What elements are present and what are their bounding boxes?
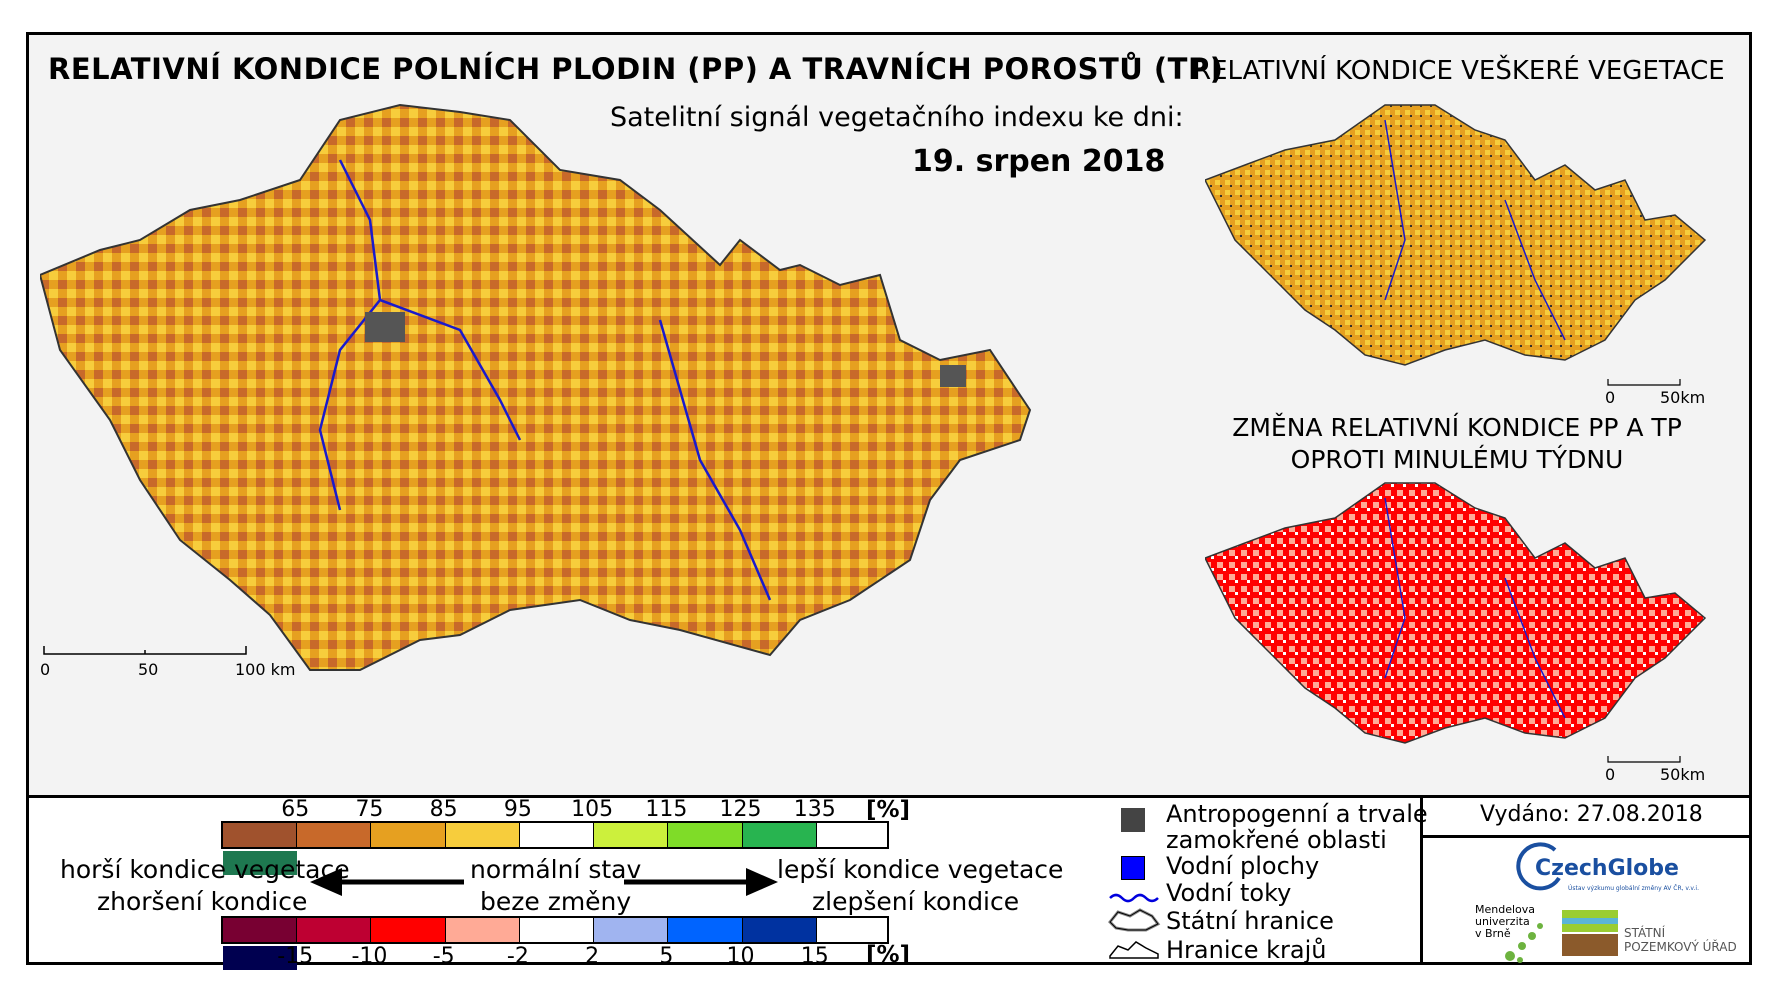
change-tick-label: -2 — [506, 944, 529, 969]
change-swatch — [519, 918, 595, 942]
no-change-label: beze změny — [480, 887, 632, 916]
anthropogenic-label-line-2: zamokřené oblasti — [1166, 826, 1387, 854]
issued-date: Vydáno: 27.08.2018 — [1480, 802, 1703, 827]
condition-swatch — [445, 823, 520, 847]
better-condition-label: lepší kondice vegetace — [777, 855, 1064, 884]
change-swatch — [668, 918, 743, 942]
anthropogenic-area-swatch — [1121, 808, 1145, 832]
condition-color-ramp — [221, 821, 889, 875]
spu-logo-icon — [1562, 910, 1618, 956]
normal-state-label: normální stav — [470, 855, 642, 884]
water-body-swatch — [1121, 856, 1145, 880]
vegetation-scale-0: 0 — [1605, 388, 1616, 407]
condition-swatch — [223, 851, 298, 875]
page-title: RELATIVNÍ KONDICE POLNÍCH PLODIN (PP) A … — [48, 52, 1224, 86]
vegetation-scale-bar — [1607, 379, 1681, 386]
change-swatch — [594, 918, 669, 942]
condition-tick-label: 95 — [503, 797, 532, 822]
condition-swatch — [742, 823, 817, 847]
condition-tick-label: 85 — [429, 797, 458, 822]
change-inset-title: ZMĚNA RELATIVNÍ KONDICE PP A TP OPROTI M… — [1232, 413, 1682, 474]
condition-tick-label: 75 — [355, 797, 384, 822]
vegetation-scale-50: 50km — [1660, 388, 1706, 407]
change-inset-map — [1205, 482, 1707, 744]
left-arrow-icon — [310, 868, 464, 896]
date-label: 19. srpen 2018 — [912, 144, 1166, 179]
region-border-icon — [1109, 941, 1159, 959]
condition-swatch — [297, 823, 372, 847]
condition-tick-label: 115 — [645, 797, 688, 822]
vegetation-inset-title: RELATIVNÍ KONDICE VEŠKERÉ VEGETACE — [1193, 56, 1725, 86]
region-border-label: Hranice krajů — [1166, 936, 1327, 964]
change-tick-label: 5 — [659, 944, 674, 969]
state-border-label: Státní hranice — [1166, 907, 1334, 935]
czechglobe-logo: CzechGlobe — [1535, 856, 1679, 881]
condition-swatch — [223, 823, 298, 847]
change-scale-0: 0 — [1605, 765, 1616, 784]
change-scale-bar — [1607, 756, 1681, 763]
better-change-label: zlepšení kondice — [812, 887, 1020, 916]
spu-logo-text: STÁTNÍ POZEMKOVÝ ÚŘAD — [1624, 926, 1737, 954]
condition-swatch — [668, 823, 743, 847]
condition-tick-label: 125 — [719, 797, 762, 822]
rivers-label: Vodní toky — [1166, 879, 1292, 907]
change-swatch — [445, 918, 520, 942]
scale-label-0: 0 — [40, 660, 51, 679]
czech-territory — [40, 103, 1032, 671]
change-scale-50: 50km — [1660, 765, 1706, 784]
scale-label-50: 50 — [138, 660, 159, 679]
change-tick-label: -5 — [432, 944, 455, 969]
anthropogenic-label-line-1: Antropogenní a trvale — [1166, 800, 1428, 828]
change-unit: [%] — [866, 942, 911, 968]
worse-condition-label: horší kondice vegetace — [60, 855, 350, 884]
scale-label-100: 100 km — [235, 660, 296, 679]
ostrava-area — [940, 365, 966, 387]
condition-swatch — [594, 823, 669, 847]
main-condition-map — [40, 103, 1032, 671]
condition-unit: [%] — [866, 797, 911, 823]
worse-change-label: zhoršení kondice — [97, 887, 308, 916]
mendelu-logo-text: Mendelova univerzita v Brně — [1475, 903, 1536, 940]
change-swatch — [297, 918, 372, 942]
condition-tick-label: 105 — [571, 797, 614, 822]
change-color-ramp — [221, 916, 889, 970]
mendelu-dots-icon — [1505, 923, 1543, 963]
change-swatch — [742, 918, 817, 942]
change-tick-label: 2 — [585, 944, 600, 969]
czechglobe-logo-icon — [1516, 842, 1561, 891]
change-tick-label: -10 — [351, 944, 388, 969]
condition-tick-label: 65 — [281, 797, 310, 822]
change-tick-label: 10 — [726, 944, 755, 969]
state-border-icon — [1107, 908, 1161, 932]
main-scale-bar — [43, 646, 247, 655]
change-tick-label: -15 — [277, 944, 314, 969]
issued-divider — [1420, 795, 1423, 965]
change-swatch — [223, 918, 298, 942]
water-bodies-label: Vodní plochy — [1166, 852, 1320, 880]
subtitle: Satelitní signál vegetačního indexu ke d… — [610, 102, 1184, 133]
condition-swatch — [371, 823, 446, 847]
river — [318, 159, 772, 601]
condition-swatch — [519, 823, 595, 847]
czechglobe-subtitle: Ústav výzkumu globální změny AV ČR, v.v.… — [1568, 885, 1699, 892]
condition-tick-label: 135 — [793, 797, 836, 822]
change-swatch — [223, 946, 298, 970]
prague-area — [365, 312, 405, 342]
change-swatch — [371, 918, 446, 942]
change-tick-label: 15 — [800, 944, 829, 969]
vegetation-inset-map — [1205, 104, 1707, 366]
river-line-icon — [1109, 893, 1159, 903]
issued-underline — [1420, 835, 1752, 838]
right-arrow-icon — [624, 868, 778, 896]
